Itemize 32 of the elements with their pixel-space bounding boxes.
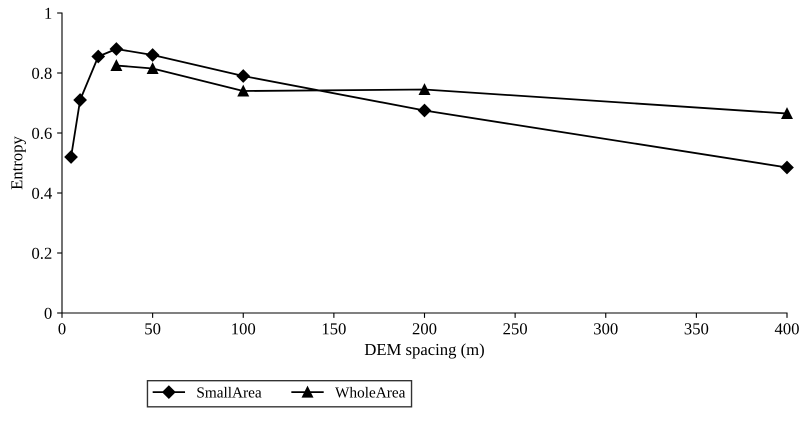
point bbox=[147, 62, 158, 74]
x-tick-label: 400 bbox=[774, 323, 799, 334]
x-tick-label: 50 bbox=[145, 323, 160, 334]
y-tick-label: 0.6 bbox=[32, 128, 52, 140]
x-tick-label: 150 bbox=[322, 323, 346, 334]
point bbox=[418, 104, 432, 118]
y-tick-label: 0.4 bbox=[32, 188, 52, 200]
x-tick-label: 250 bbox=[503, 323, 527, 334]
x-tick-label: 350 bbox=[684, 323, 708, 334]
point bbox=[92, 50, 105, 64]
x-tick-label: 200 bbox=[412, 323, 436, 334]
y-tick-label: 0.8 bbox=[32, 68, 52, 80]
x-tick-label: 0 bbox=[58, 323, 66, 334]
x-tick-label: 100 bbox=[232, 323, 256, 334]
point bbox=[238, 85, 249, 97]
y-tick-label: 1 bbox=[45, 8, 52, 19]
x-axis-title: DEM spacing (m) bbox=[364, 343, 484, 359]
point bbox=[146, 48, 160, 62]
y-tick-label: 0 bbox=[44, 308, 52, 319]
legend-label: WholeArea bbox=[335, 386, 406, 398]
point bbox=[780, 160, 794, 174]
point bbox=[418, 84, 430, 96]
y-tick-label: 0.2 bbox=[32, 248, 52, 260]
x-tick-label: 300 bbox=[594, 323, 618, 334]
point bbox=[236, 69, 250, 83]
point bbox=[781, 108, 793, 120]
point bbox=[64, 150, 78, 164]
y-axis-title: Entropy bbox=[11, 136, 26, 190]
point bbox=[110, 42, 123, 56]
point bbox=[74, 93, 87, 107]
point bbox=[110, 60, 122, 72]
legend-label: SmallArea bbox=[197, 386, 262, 398]
